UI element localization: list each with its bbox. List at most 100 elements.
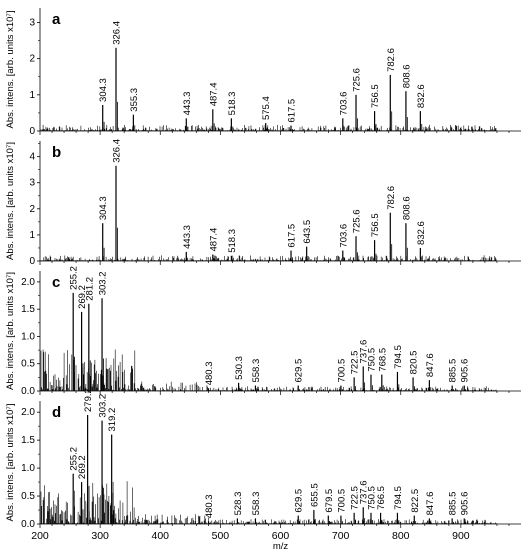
- peak-label: 617.5: [287, 99, 298, 123]
- y-tick-label: 1.0: [21, 331, 35, 342]
- peak-label: 443.3: [182, 225, 193, 249]
- peak-label: 679.5: [324, 489, 335, 513]
- peak-label: 629.5: [294, 489, 305, 513]
- x-tick-label: 400: [151, 530, 169, 542]
- peak-label: 756.5: [370, 213, 381, 237]
- peak-label: 737.6: [359, 340, 370, 364]
- peak-label: 629.5: [294, 359, 305, 383]
- peak-label: 303.2: [98, 271, 109, 295]
- peak-label: 794.5: [393, 345, 404, 369]
- x-tick-label: 600: [272, 530, 290, 542]
- peak-label: 700.5: [336, 489, 347, 513]
- peak-label: 518.3: [227, 92, 238, 116]
- peak-label: 528.3: [233, 492, 244, 516]
- peak-label: 885.5: [448, 359, 459, 383]
- peak-label: 558.3: [251, 492, 262, 516]
- y-tick-label: 0.5: [21, 491, 35, 502]
- peak-label: 700.5: [336, 359, 347, 383]
- panel-label: c: [52, 274, 60, 291]
- peak-label: 304.3: [98, 78, 109, 102]
- peak-label: 487.4: [208, 228, 219, 252]
- peak-label: 750.5: [366, 486, 377, 510]
- peak-label: 530.3: [234, 356, 245, 380]
- x-axis-label: m/z: [273, 541, 289, 550]
- peak-label: 655.5: [309, 483, 320, 507]
- peak-label: 279.2: [83, 388, 94, 412]
- peak-label: 885.5: [448, 492, 459, 516]
- peak-label: 832.6: [416, 221, 427, 245]
- y-tick-label: 4: [29, 152, 35, 163]
- peak-label: 782.6: [386, 48, 397, 72]
- peak-label: 326.4: [111, 139, 122, 163]
- peak-label: 820.5: [409, 351, 420, 375]
- y-axis-label: Abs. intens. [arb. units x10⁷]: [5, 403, 16, 521]
- peak-label: 905.6: [460, 492, 471, 516]
- y-tick-label: 3: [29, 17, 35, 28]
- spectrum-noise: [40, 255, 497, 261]
- y-axis-label: Abs. intens. [arb. units x10⁷]: [5, 272, 16, 390]
- y-tick-label: 1.0: [21, 463, 35, 474]
- spectrum-noise: [40, 124, 497, 131]
- peak-label: 281.2: [84, 277, 95, 301]
- y-tick-label: 2.0: [21, 277, 35, 288]
- peak-label: 558.3: [251, 359, 262, 383]
- peak-label: 269.2: [77, 285, 88, 309]
- peak-label: 518.3: [227, 229, 238, 253]
- peak-label: 703.6: [338, 224, 349, 248]
- x-tick-label: 200: [31, 530, 49, 542]
- peak-label: 768.5: [377, 348, 388, 372]
- y-tick-label: 1.5: [21, 304, 35, 315]
- peak-label: 822.5: [410, 489, 421, 513]
- peak-label: 808.6: [401, 64, 412, 88]
- peak-label: 319.2: [107, 408, 118, 432]
- peak-label: 750.5: [366, 348, 377, 372]
- peak-label: 575.4: [261, 96, 272, 120]
- y-tick-label: 1: [29, 90, 35, 101]
- peak-label: 722.5: [350, 486, 361, 510]
- peak-label: 832.6: [416, 84, 427, 108]
- peak-label: 703.6: [338, 92, 349, 116]
- peak-label: 756.5: [370, 84, 381, 108]
- peak-label: 443.3: [182, 92, 193, 116]
- peak-label: 766.5: [376, 486, 387, 510]
- peak-label: 905.6: [460, 359, 471, 383]
- peak-label: 808.6: [401, 196, 412, 220]
- panel-label: b: [52, 144, 61, 161]
- y-tick-label: 2: [29, 204, 35, 215]
- y-axis-label: Abs. intens. [arb. units x10⁷]: [5, 10, 16, 128]
- y-tick-label: 0.0: [21, 386, 35, 397]
- peak-label: 737.6: [359, 480, 370, 504]
- peak-label: 303.2: [98, 394, 109, 418]
- y-tick-label: 2: [29, 54, 35, 65]
- peak-label: 480.3: [204, 361, 215, 385]
- x-tick-label: 900: [452, 530, 470, 542]
- panel-label: a: [52, 11, 61, 28]
- peak-label: 255.2: [69, 266, 80, 290]
- y-tick-label: 0: [29, 126, 35, 137]
- peak-label: 617.5: [287, 224, 298, 248]
- peak-label: 480.3: [204, 494, 215, 518]
- y-tick-label: 0.0: [21, 519, 35, 530]
- peak-label: 304.3: [98, 196, 109, 220]
- y-tick-label: 1: [29, 230, 35, 241]
- x-tick-label: 700: [332, 530, 350, 542]
- x-tick-label: 800: [392, 530, 410, 542]
- peak-label: 782.6: [386, 186, 397, 210]
- y-tick-label: 0: [29, 256, 35, 267]
- peak-label: 355.3: [129, 88, 140, 112]
- x-tick-label: 300: [91, 530, 109, 542]
- y-axis-label: Abs. intens. [arb. units x10⁷]: [5, 142, 16, 260]
- peak-label: 725.6: [352, 68, 363, 92]
- y-tick-label: 3: [29, 178, 35, 189]
- peak-label: 847.6: [425, 353, 436, 377]
- peak-label: 487.4: [208, 83, 219, 107]
- peak-label: 255.2: [69, 447, 80, 471]
- peak-label: 269.2: [77, 455, 88, 479]
- x-tick-label: 500: [212, 530, 230, 542]
- peak-label: 847.6: [425, 492, 436, 516]
- peak-label: 794.5: [393, 486, 404, 510]
- peak-label: 326.4: [111, 21, 122, 45]
- y-tick-label: 1.5: [21, 435, 35, 446]
- panel-label: d: [52, 404, 61, 421]
